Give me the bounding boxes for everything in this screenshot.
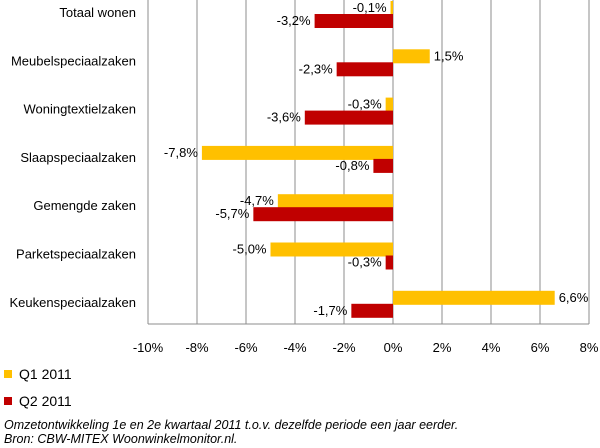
legend-label-q1: Q1 2011 [19, 366, 72, 382]
x-tick-label: -2% [332, 340, 356, 355]
data-label-q2: -3,2% [277, 13, 311, 28]
caption-line-1: Omzetontwikkeling 1e en 2e kwartaal 2011… [4, 418, 459, 432]
legend-swatch-q1 [4, 370, 12, 378]
x-tick-label: 0% [384, 340, 403, 355]
data-label-q2: -0,3% [348, 255, 382, 270]
data-label-q1: -4,7% [240, 193, 274, 208]
x-tick-label: -8% [185, 340, 209, 355]
data-label-q2: -1,7% [313, 303, 347, 318]
x-tick-label: -4% [283, 340, 307, 355]
x-tick-label: 4% [482, 340, 501, 355]
bar-q1 [270, 242, 393, 257]
data-label-q2: -3,6% [267, 110, 301, 125]
x-tick-label: 8% [580, 340, 599, 355]
x-tick-label: 2% [433, 340, 452, 355]
x-tick-label: -6% [234, 340, 258, 355]
legend-item-q2: Q2 2011 [4, 393, 72, 409]
data-label-q2: -0,8% [335, 158, 369, 173]
legend-label-q2: Q2 2011 [19, 393, 72, 409]
legend-swatch-q2 [4, 397, 12, 405]
data-label-q1: -0,3% [348, 97, 382, 112]
category-label: Totaal wonen [59, 5, 136, 20]
bar-q1 [393, 290, 555, 305]
bar-q1 [390, 1, 393, 15]
data-label-q1: 6,6% [559, 290, 589, 305]
bar-q2 [373, 158, 393, 173]
data-label-q1: -5,0% [233, 242, 267, 257]
bar-q2 [336, 62, 393, 77]
x-tick-label: 6% [531, 340, 550, 355]
data-label-q2: -2,3% [299, 61, 333, 76]
category-label: Slaapspeciaalzaken [20, 150, 136, 165]
bar-q1 [277, 194, 393, 209]
bar-q1 [201, 145, 393, 160]
category-label: Keukenspeciaalzaken [10, 295, 136, 310]
bar-q2 [385, 255, 393, 270]
category-label: Woningtextielzaken [24, 102, 137, 117]
bar-q1 [393, 49, 430, 64]
bar-q1 [385, 97, 393, 112]
data-label-q1: 1,5% [434, 48, 464, 63]
caption-line-2: Bron: CBW-MITEX Woonwinkelmonitor.nl. [4, 432, 238, 446]
bar-q2 [351, 303, 393, 318]
bar-q2 [304, 110, 393, 125]
data-label-q1: -0,1% [353, 0, 387, 15]
category-label: Gemengde zaken [33, 198, 136, 213]
bar-q2 [314, 14, 393, 28]
category-label: Meubelspeciaalzaken [11, 53, 136, 68]
x-tick-label: -10% [133, 340, 164, 355]
data-label-q2: -5,7% [215, 206, 249, 221]
category-label: Parketspeciaalzaken [16, 247, 136, 262]
legend-item-q1: Q1 2011 [4, 366, 72, 382]
bar-q2 [253, 207, 393, 222]
data-label-q1: -7,8% [164, 145, 198, 160]
